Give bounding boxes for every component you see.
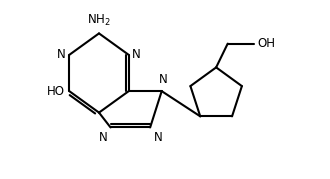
Text: OH: OH bbox=[257, 37, 276, 50]
Text: N: N bbox=[57, 48, 66, 61]
Text: N: N bbox=[132, 48, 141, 61]
Text: N: N bbox=[153, 131, 162, 144]
Text: HO: HO bbox=[47, 85, 65, 98]
Text: NH$_2$: NH$_2$ bbox=[87, 13, 111, 28]
Text: N: N bbox=[159, 73, 168, 86]
Text: N: N bbox=[98, 131, 107, 144]
